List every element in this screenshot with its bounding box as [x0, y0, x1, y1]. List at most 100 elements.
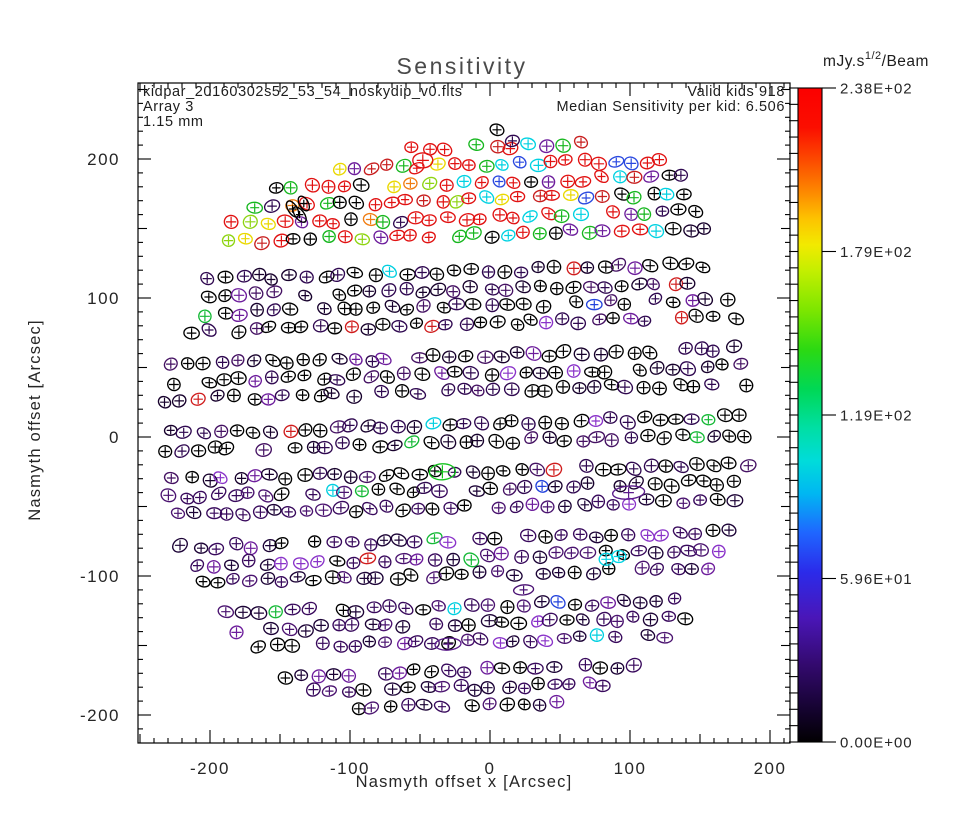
detector-marker — [415, 604, 432, 616]
detector-marker — [593, 347, 609, 362]
detector-cross — [403, 682, 413, 692]
y-tick-label: 0 — [109, 428, 120, 447]
detector-marker — [344, 320, 359, 334]
detector-cross — [356, 180, 367, 190]
detector-cross — [266, 372, 277, 383]
detector-marker — [567, 565, 582, 580]
detector-marker — [431, 484, 448, 499]
detector-cross — [209, 508, 219, 518]
detector-marker — [335, 436, 350, 450]
detector-marker — [577, 497, 593, 512]
detector-marker — [482, 481, 499, 496]
detector-cross — [353, 703, 364, 714]
detector-marker — [725, 339, 743, 354]
detector-cross — [666, 480, 677, 492]
detector-ellipse — [379, 370, 395, 384]
detector-cross — [544, 209, 554, 218]
detector-cross — [465, 367, 476, 378]
detector-marker — [679, 276, 696, 290]
detector-cross — [232, 426, 242, 436]
detector-ellipse — [226, 388, 241, 403]
detector-cross — [699, 476, 709, 486]
detector-marker — [366, 571, 384, 586]
detector-cross — [665, 258, 676, 269]
detector-marker — [613, 224, 630, 238]
detector-ellipse — [509, 500, 524, 514]
detector-cross — [512, 347, 522, 357]
detector-marker — [454, 568, 469, 580]
detector-marker — [740, 459, 757, 473]
detector-cross — [285, 426, 296, 437]
detector-marker — [439, 535, 457, 549]
detector-cross — [166, 359, 176, 369]
detector-marker — [273, 233, 290, 248]
detector-marker — [515, 297, 532, 311]
detector-cross — [550, 228, 561, 239]
detector-marker — [535, 299, 552, 314]
detector-ellipse — [362, 285, 377, 298]
detector-ellipse — [626, 190, 642, 205]
detector-marker — [463, 262, 480, 276]
detector-marker — [594, 462, 612, 477]
detector-ellipse — [464, 699, 480, 712]
detector-cross — [409, 537, 420, 547]
detector-cross — [568, 366, 579, 376]
detector-marker — [348, 639, 363, 653]
detector-ellipse — [277, 671, 294, 685]
detector-cross — [497, 664, 507, 673]
detector-cross — [484, 615, 495, 626]
detector-ellipse — [693, 494, 708, 506]
detector-cross — [700, 294, 710, 304]
detector-marker — [299, 505, 314, 517]
detector-ellipse — [614, 187, 630, 201]
detector-marker — [312, 466, 328, 480]
detector-cross — [258, 444, 269, 456]
detector-marker — [268, 182, 284, 194]
detector-cross — [364, 286, 374, 296]
detector-marker — [207, 440, 223, 454]
detector-marker — [426, 532, 443, 545]
detector-cross — [393, 231, 402, 240]
detector-ellipse — [287, 442, 303, 454]
detector-marker — [589, 628, 605, 642]
detector-cross — [363, 554, 373, 563]
detector-ellipse — [737, 429, 752, 444]
detector-ellipse — [557, 154, 573, 166]
detector-cross — [669, 298, 678, 307]
detector-marker — [541, 349, 558, 363]
detector-ellipse — [562, 189, 579, 201]
detector-cross — [291, 443, 300, 452]
detector-marker — [247, 469, 263, 483]
detector-cross — [456, 680, 467, 691]
detector-cross — [344, 687, 354, 697]
detector-ellipse — [647, 477, 663, 491]
detector-cross — [280, 673, 291, 683]
detector-ellipse — [640, 428, 656, 443]
detector-marker — [579, 458, 594, 473]
detector-ellipse — [580, 476, 595, 490]
detector-cross — [720, 410, 730, 421]
detector-marker — [648, 292, 663, 305]
detector-cross — [654, 383, 665, 394]
detector-marker — [524, 431, 539, 445]
detector-ellipse — [297, 468, 314, 482]
detector-cross — [432, 269, 442, 279]
detector-ellipse — [274, 536, 289, 550]
detector-ellipse — [684, 562, 699, 576]
detector-ellipse — [549, 694, 565, 709]
detector-cross — [302, 272, 312, 282]
detector-marker — [484, 368, 500, 382]
detector-ellipse — [625, 461, 642, 477]
detector-cross — [640, 412, 650, 422]
detector-marker — [337, 180, 352, 193]
detector-cross — [525, 212, 535, 221]
detector-ellipse — [317, 302, 332, 316]
detector-marker — [235, 508, 251, 522]
detector-ellipse — [550, 595, 566, 609]
detector-ellipse — [382, 599, 397, 614]
detector-marker — [596, 611, 612, 627]
detector-marker — [374, 384, 389, 399]
detector-cross — [267, 201, 277, 211]
detector-ellipse — [637, 315, 652, 327]
detector-ellipse — [434, 637, 462, 651]
